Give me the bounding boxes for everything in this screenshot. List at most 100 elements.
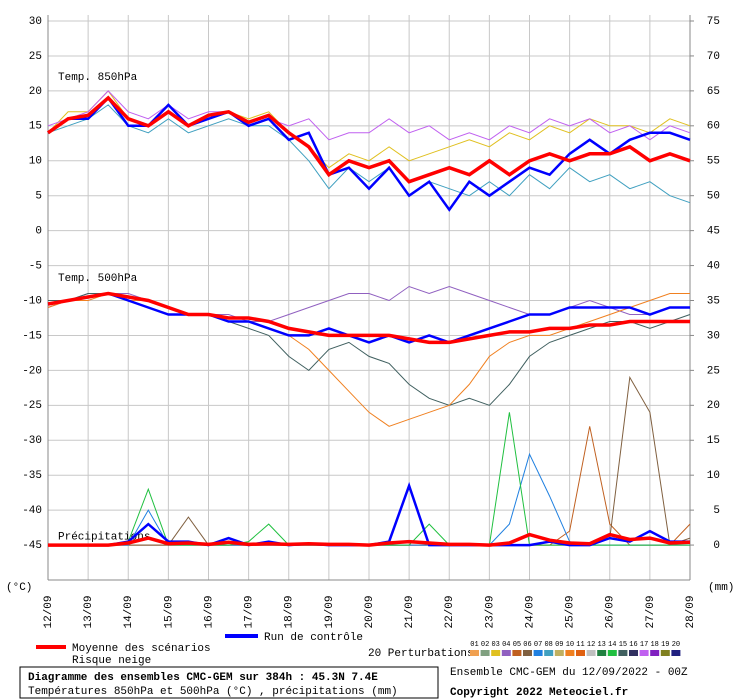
perturbation-swatch: [565, 650, 575, 656]
perturbation-swatch: [660, 650, 670, 656]
x-tick-label: 24/09: [524, 595, 536, 628]
y-tick-label: 10: [29, 156, 42, 168]
y-tick-label: 20: [29, 86, 42, 98]
y2-tick-label: 45: [707, 226, 720, 238]
y2-tick-label: 75: [707, 16, 720, 28]
perturbation-number: 15: [619, 641, 627, 649]
run-label: Ensemble CMC-GEM du 12/09/2022 - 00Z: [450, 667, 688, 679]
x-tick-label: 16/09: [203, 595, 215, 628]
perturbation-swatch: [470, 650, 479, 656]
y2-tick-label: 35: [707, 295, 720, 307]
perturbation-number: 10: [566, 641, 574, 649]
y2-tick-label: 20: [707, 400, 720, 412]
y-tick-label: -10: [22, 295, 42, 307]
x-tick-label: 27/09: [645, 595, 657, 628]
perturbation-swatch: [491, 650, 501, 656]
y-tick-label: -45: [22, 540, 42, 552]
perturbation-number: 01: [470, 641, 478, 649]
y-tick-label: -15: [22, 330, 42, 342]
perturbation-swatch: [523, 650, 532, 656]
legend-label: 20 Perturbations: [368, 648, 474, 660]
chart-subtitle: Températures 850hPa et 500hPa (°C) , pré…: [28, 686, 398, 698]
y2-axis-label: (mm): [708, 582, 734, 594]
perturbation-number: 11: [576, 641, 584, 649]
legend-label: Risque neige: [72, 655, 151, 667]
perturbation-number: 06: [523, 641, 531, 649]
copyright: Copyright 2022 Meteociel.fr: [450, 687, 628, 699]
perturbation-number: 17: [640, 641, 648, 649]
panel-label: Temp. 850hPa: [58, 72, 138, 84]
x-tick-label: 22/09: [444, 595, 456, 628]
x-tick-label: 25/09: [565, 595, 577, 628]
y2-tick-label: 50: [707, 191, 720, 203]
x-tick-label: 20/09: [364, 595, 376, 628]
y-tick-label: -5: [29, 260, 42, 272]
x-tick-label: 14/09: [123, 595, 135, 628]
x-tick-label: 21/09: [404, 595, 416, 628]
y-tick-label: 0: [35, 226, 42, 238]
perturbation-swatch: [576, 650, 585, 656]
y-tick-label: 5: [35, 191, 42, 203]
y-tick-label: -35: [22, 470, 42, 482]
y2-tick-label: 70: [707, 51, 720, 63]
perturbation-swatch: [618, 650, 628, 656]
series-line: [47, 95, 691, 212]
perturbation-swatch: [671, 650, 681, 656]
x-tick-label: 17/09: [244, 595, 256, 628]
panel-label: Temp. 500hPa: [58, 273, 138, 285]
y2-tick-label: 55: [707, 156, 720, 168]
x-tick-label: 26/09: [605, 595, 617, 628]
series-line: [47, 291, 690, 345]
perturbation-number: 04: [502, 641, 510, 649]
series-line: [46, 95, 691, 184]
legend-label: Moyenne des scénarios: [72, 643, 211, 655]
perturbation-swatch: [501, 650, 511, 656]
perturbation-number: 18: [650, 641, 658, 649]
perturbation-number: 13: [597, 641, 605, 649]
perturbation-swatch: [629, 650, 638, 656]
series-line: [47, 292, 690, 344]
series-line: [47, 104, 691, 204]
perturbation-swatch: [544, 650, 554, 656]
y2-tick-label: 25: [707, 365, 720, 377]
y-tick-label: -30: [22, 435, 42, 447]
y-tick-label: -40: [22, 505, 42, 517]
caption-box: [19, 666, 439, 699]
perturbation-number: 08: [544, 641, 552, 649]
chart-title: Diagramme des ensembles CMC-GEM sur 384h…: [28, 672, 378, 684]
y2-tick-label: 65: [707, 86, 720, 98]
y-axis-label: (°C): [6, 582, 32, 594]
x-tick-label: 28/09: [685, 595, 697, 628]
y-tick-label: 25: [29, 51, 42, 63]
y2-tick-label: 0: [713, 540, 720, 552]
perturbation-swatch: [597, 650, 607, 656]
y2-tick-label: 30: [707, 330, 720, 342]
perturbation-number: 05: [513, 641, 521, 649]
series-line: [48, 532, 691, 547]
perturbation-swatch: [480, 650, 490, 656]
x-tick-label: 15/09: [163, 595, 175, 628]
legend-label: Run de contrôle: [264, 632, 363, 644]
perturbation-swatch: [586, 650, 596, 656]
perturbation-number: 19: [661, 641, 669, 649]
perturbation-swatch: [533, 650, 543, 656]
y2-tick-label: 60: [707, 121, 720, 133]
y-tick-label: -20: [22, 365, 42, 377]
perturbation-number: 09: [555, 641, 563, 649]
y2-tick-label: 5: [713, 505, 720, 517]
x-tick-label: 12/09: [43, 595, 55, 628]
perturbation-number: 03: [491, 641, 499, 649]
y-tick-label: -25: [22, 400, 42, 412]
x-tick-label: 13/09: [83, 595, 95, 628]
y2-tick-label: 40: [707, 260, 720, 272]
perturbation-number: 20: [672, 641, 680, 649]
y-tick-label: 15: [29, 121, 42, 133]
perturbation-swatch: [554, 650, 564, 656]
y-tick-label: 30: [29, 16, 42, 28]
y2-tick-label: 15: [707, 435, 720, 447]
perturbation-number: 12: [587, 641, 595, 649]
perturbation-swatch: [639, 650, 649, 656]
series-line: [47, 90, 691, 141]
perturbation-swatch: [650, 650, 660, 656]
